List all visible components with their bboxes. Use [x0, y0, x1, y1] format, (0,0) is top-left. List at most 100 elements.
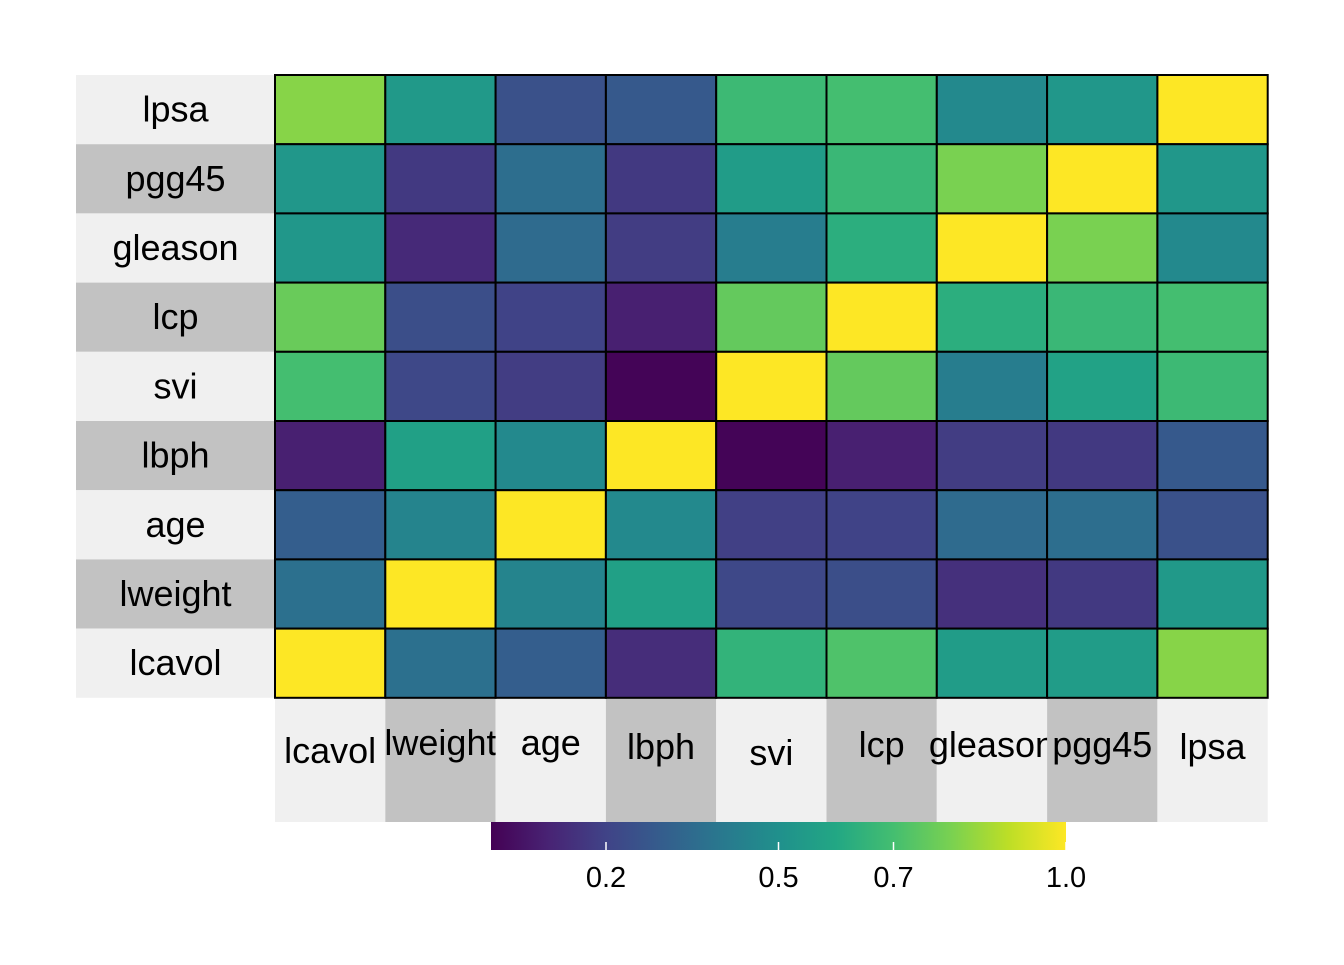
- cell-lweight-lpsa: [1156, 558, 1269, 630]
- cell-lbph-lbph: [604, 420, 718, 492]
- cell-svi-lcp: [825, 350, 938, 422]
- row-label-lweight: lweight: [119, 573, 231, 614]
- cell-pgg45-gleason: [935, 143, 1049, 215]
- cell-lcavol-svi: [715, 627, 828, 699]
- cell-gleason-gleason: [935, 212, 1049, 284]
- cell-age-lpsa: [1156, 489, 1269, 561]
- col-label-lbph: lbph: [627, 726, 695, 767]
- cell-age-lbph: [604, 489, 718, 561]
- cell-svi-lweight: [384, 350, 497, 422]
- cell-lbph-gleason: [935, 420, 1049, 492]
- cell-lcavol-lweight: [384, 627, 497, 699]
- cell-lcp-svi: [715, 281, 828, 353]
- colorbar-tick-label: 1.0: [1046, 862, 1086, 894]
- cell-svi-lbph: [604, 350, 718, 422]
- cell-lweight-age: [494, 558, 607, 630]
- row-label-bg-lpsa: [76, 75, 275, 145]
- cell-lcp-pgg45: [1046, 281, 1159, 353]
- cell-lcp-lpsa: [1156, 281, 1269, 353]
- cell-lweight-lcavol: [274, 558, 387, 630]
- col-label-bg-lbph: [605, 697, 717, 822]
- cell-svi-lpsa: [1156, 350, 1269, 422]
- col-label-bg-lpsa: [1157, 697, 1268, 822]
- cell-gleason-age: [494, 212, 607, 284]
- cell-svi-age: [494, 350, 607, 422]
- cell-lpsa-lpsa: [1156, 74, 1269, 146]
- row-label-bg-lcp: [76, 282, 275, 352]
- row-label-age: age: [145, 504, 205, 545]
- row-label-lcavol: lcavol: [129, 642, 221, 683]
- cell-lbph-lcp: [825, 420, 938, 492]
- row-label-bg-lcavol: [76, 628, 275, 698]
- cell-age-lcp: [825, 489, 938, 561]
- cell-lweight-svi: [715, 558, 828, 630]
- col-label-lcp: lcp: [859, 724, 905, 765]
- colorbar-tick-label: 0.7: [873, 862, 913, 894]
- colorbar-tick-label: 0.5: [758, 862, 798, 894]
- row-label-lbph: lbph: [141, 435, 209, 476]
- cell-lcavol-lcp: [825, 627, 938, 699]
- cell-lcp-age: [494, 281, 607, 353]
- cell-lcp-lcp: [825, 281, 938, 353]
- cell-lcavol-age: [494, 627, 607, 699]
- row-label-bg-pgg45: [76, 144, 275, 214]
- cell-lbph-pgg45: [1046, 420, 1159, 492]
- cell-gleason-lcp: [825, 212, 938, 284]
- cell-pgg45-pgg45: [1046, 143, 1159, 215]
- col-label-lcavol: lcavol: [284, 730, 376, 771]
- col-label-lweight: lweight: [384, 722, 496, 763]
- cell-lcp-lcavol: [274, 281, 387, 353]
- cell-svi-lcavol: [274, 350, 387, 422]
- cell-svi-pgg45: [1046, 350, 1159, 422]
- col-label-svi: svi: [749, 732, 793, 773]
- cell-lcavol-lpsa: [1156, 627, 1269, 699]
- cell-svi-svi: [715, 350, 828, 422]
- col-label-bg-pgg45: [1047, 697, 1158, 822]
- row-label-bg-lbph: [76, 421, 275, 491]
- colorbar: 0.2 0.5 0.7 1.0: [491, 822, 1086, 894]
- col-label-bg-age: [495, 697, 606, 822]
- heatmap-cells: [274, 74, 1269, 699]
- col-label-bg-svi: [716, 697, 827, 822]
- cell-lbph-svi: [715, 420, 828, 492]
- cell-lweight-gleason: [935, 558, 1049, 630]
- cell-pgg45-svi: [715, 143, 828, 215]
- cell-lpsa-lcp: [825, 74, 938, 146]
- cell-lweight-pgg45: [1046, 558, 1159, 630]
- cell-lcp-gleason: [935, 281, 1049, 353]
- cell-lpsa-lcavol: [274, 74, 387, 146]
- cell-age-pgg45: [1046, 489, 1159, 561]
- cell-gleason-lpsa: [1156, 212, 1269, 284]
- col-label-bg-gleason: [936, 697, 1048, 822]
- cell-lcavol-lbph: [604, 627, 718, 699]
- cell-lpsa-lbph: [604, 74, 718, 146]
- cell-lcavol-pgg45: [1046, 627, 1159, 699]
- row-label-bg-age: [76, 490, 275, 560]
- cell-pgg45-age: [494, 143, 607, 215]
- cell-gleason-svi: [715, 212, 828, 284]
- row-label-gleason: gleason: [112, 227, 238, 268]
- cell-age-svi: [715, 489, 828, 561]
- cell-gleason-pgg45: [1046, 212, 1159, 284]
- cell-gleason-lcavol: [274, 212, 387, 284]
- row-labels: lpsa pgg45 gleason lcp svi lbph age lweight lcav…: [76, 75, 275, 698]
- colorbar-tick-label: 0.2: [586, 862, 626, 894]
- row-label-pgg45: pgg45: [125, 158, 225, 199]
- col-label-bg-lcp: [826, 697, 937, 822]
- cell-lpsa-lweight: [384, 74, 497, 146]
- cell-age-lweight: [384, 489, 497, 561]
- row-label-lcp: lcp: [152, 296, 198, 337]
- cell-pgg45-lbph: [604, 143, 718, 215]
- cell-lcavol-lcavol: [274, 627, 387, 699]
- cell-lweight-lweight: [384, 558, 497, 630]
- col-label-bg-lweight: [385, 697, 496, 822]
- cell-age-gleason: [935, 489, 1049, 561]
- cell-lpsa-pgg45: [1046, 74, 1159, 146]
- cell-lbph-lcavol: [274, 420, 387, 492]
- row-label-lpsa: lpsa: [142, 89, 209, 130]
- col-label-age: age: [521, 722, 581, 763]
- cell-lpsa-age: [494, 74, 607, 146]
